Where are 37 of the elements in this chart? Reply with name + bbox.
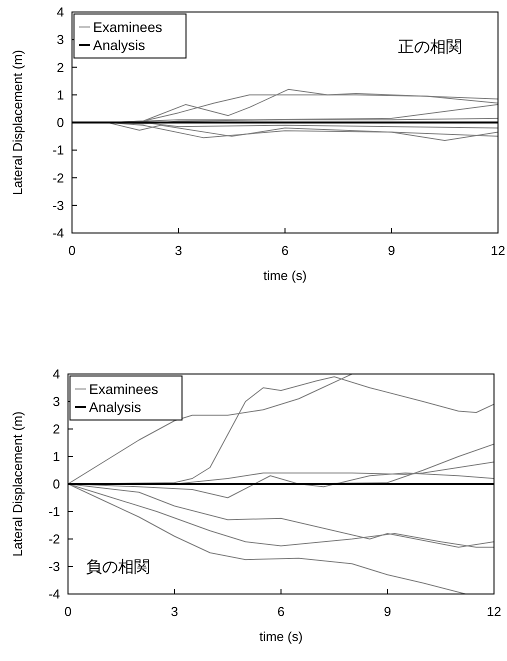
y-tick-label: -3 bbox=[52, 198, 64, 213]
legend-label: Analysis bbox=[89, 399, 142, 415]
y-tick-label: -2 bbox=[48, 532, 60, 546]
x-tick-label: 3 bbox=[170, 604, 178, 619]
x-tick-label: 3 bbox=[174, 243, 182, 258]
x-axis-title: time (s) bbox=[259, 629, 303, 644]
x-tick-label: 6 bbox=[281, 243, 289, 258]
x-tick-label: 9 bbox=[388, 243, 396, 258]
x-axis-title: time (s) bbox=[263, 268, 307, 283]
legend-label: Examinees bbox=[93, 19, 162, 35]
y-tick-label: 3 bbox=[56, 32, 64, 48]
y-tick-label: -1 bbox=[52, 142, 64, 158]
legend-label: Analysis bbox=[93, 37, 146, 53]
y-tick-label: 4 bbox=[56, 4, 64, 20]
x-tick-label: 12 bbox=[486, 604, 502, 619]
y-tick-label: 1 bbox=[52, 449, 60, 464]
y-tick-label: 4 bbox=[52, 366, 60, 382]
y-tick-label: 0 bbox=[56, 115, 64, 130]
annotation: 正の相関 bbox=[398, 38, 462, 56]
y-tick-label: -3 bbox=[48, 559, 60, 574]
x-tick-label: 9 bbox=[384, 604, 392, 619]
y-tick-label: -1 bbox=[48, 504, 60, 519]
y-tick-label: -4 bbox=[48, 586, 60, 602]
y-axis-title: Lateral Displacement (m) bbox=[10, 50, 25, 196]
y-tick-label: -4 bbox=[52, 226, 64, 240]
y-tick-label: 2 bbox=[52, 422, 60, 436]
y-tick-label: 0 bbox=[52, 476, 60, 492]
y-tick-label: 3 bbox=[52, 394, 60, 409]
y-tick-label: 2 bbox=[56, 60, 64, 75]
y-tick-label: 1 bbox=[56, 87, 64, 102]
legend-label: Examinees bbox=[89, 381, 158, 397]
y-axis-title: Lateral Displacement (m) bbox=[10, 411, 25, 557]
x-tick-label: 6 bbox=[277, 604, 285, 619]
x-tick-label: 12 bbox=[490, 243, 506, 258]
y-tick-label: -2 bbox=[52, 170, 64, 186]
annotation: 負の相関 bbox=[86, 558, 150, 576]
x-tick-label: 0 bbox=[68, 243, 76, 258]
